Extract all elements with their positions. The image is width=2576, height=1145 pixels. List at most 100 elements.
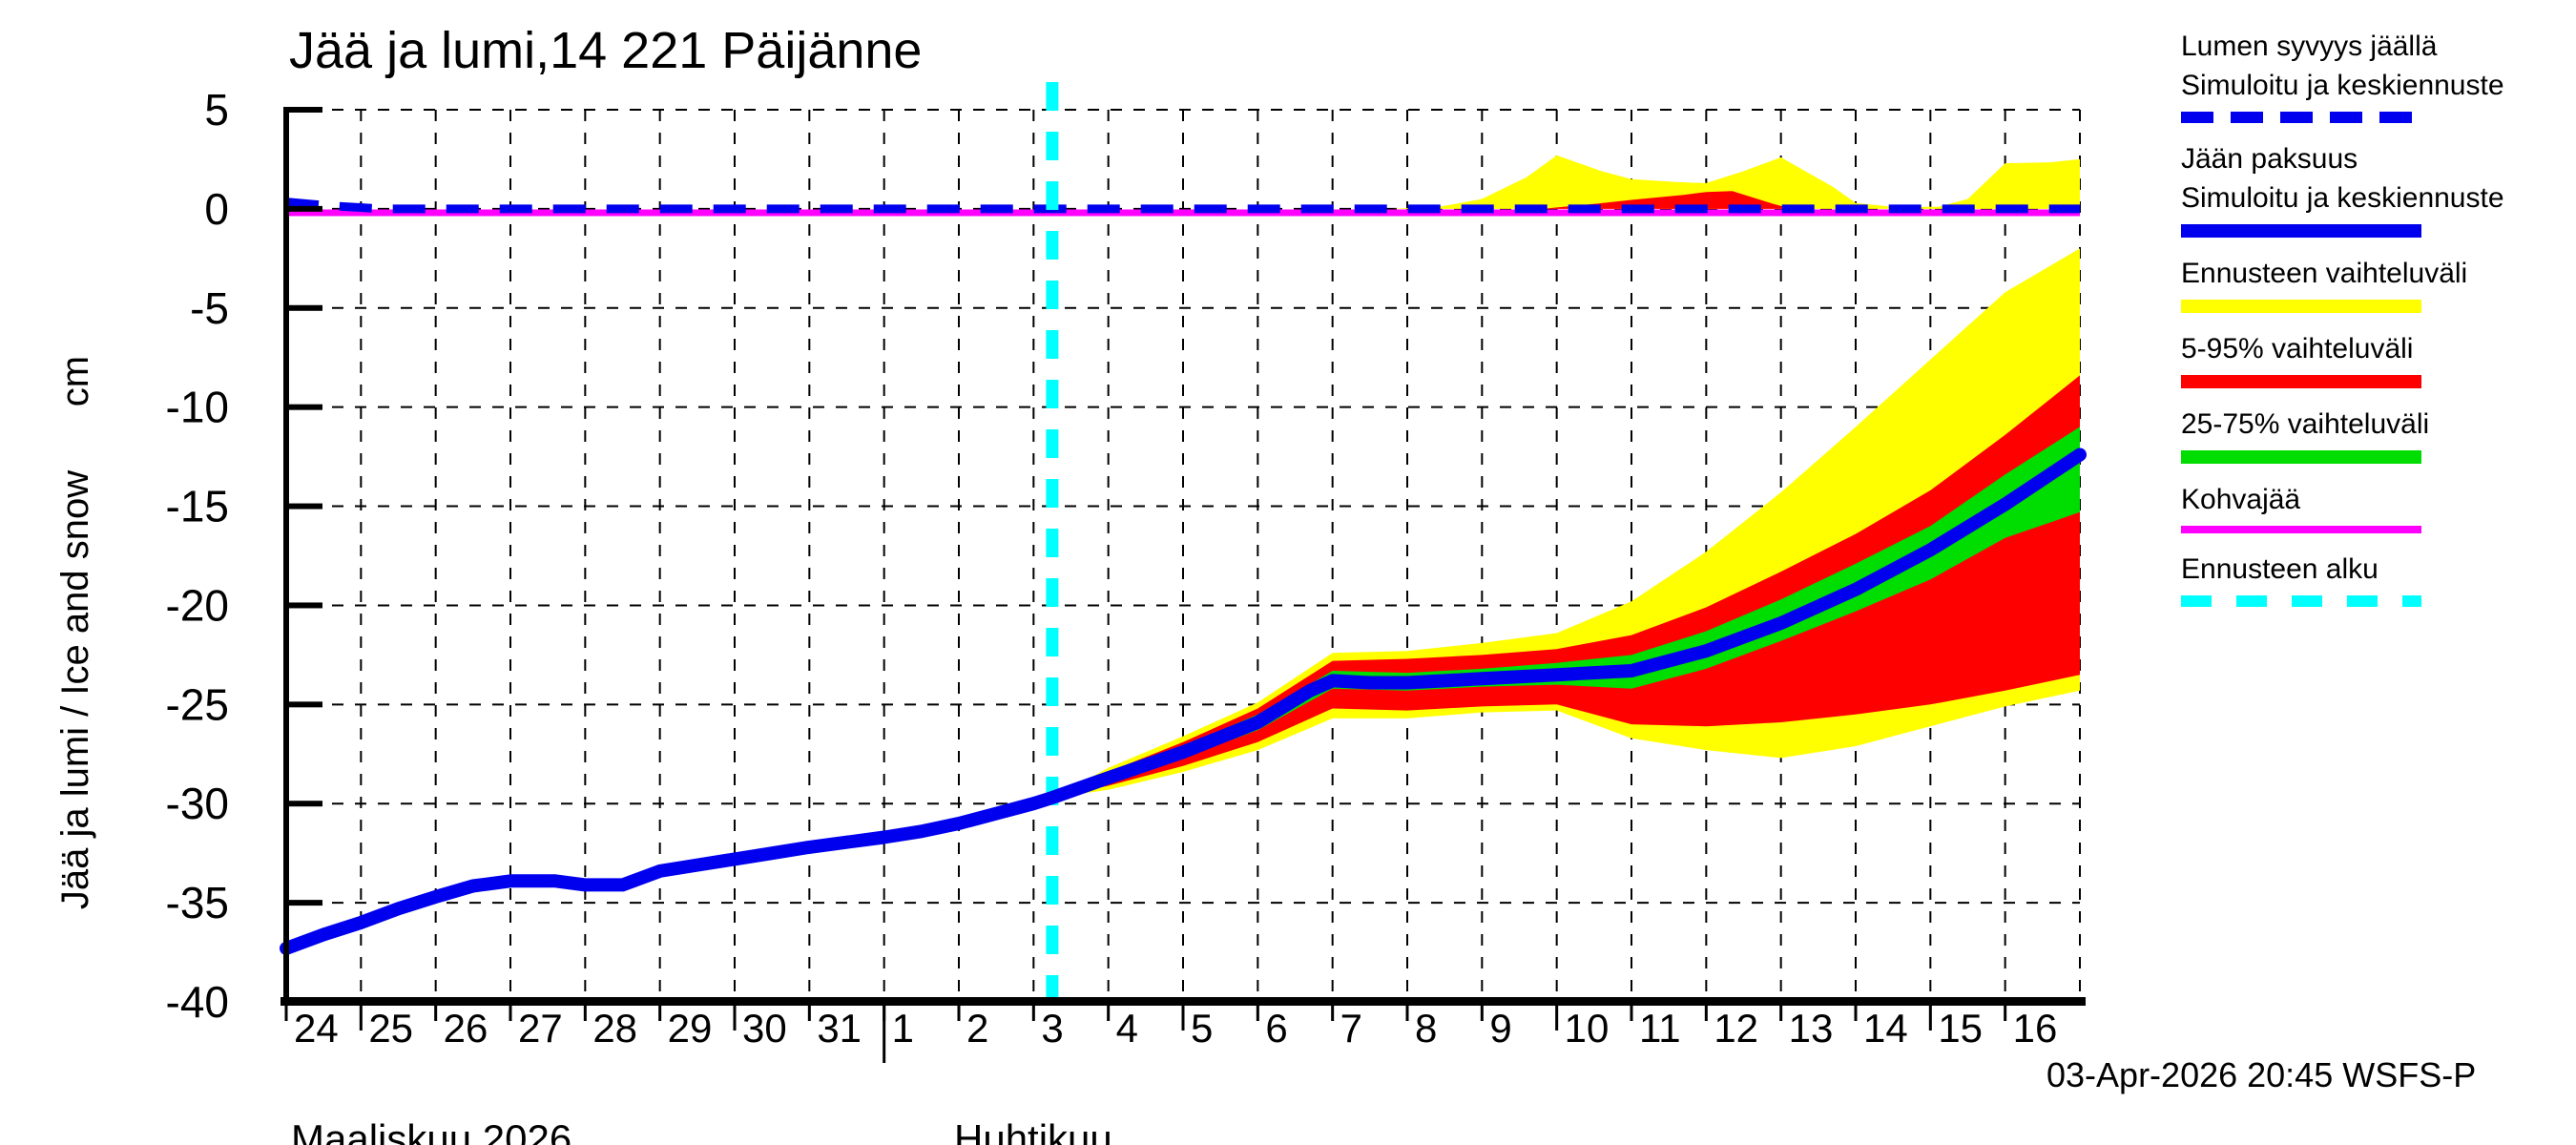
legend-item-label: Ennusteen vaihteluväli — [2181, 258, 2468, 289]
x-tick-label: 30 — [742, 1006, 787, 1051]
legend-item-label: 5-95% vaihteluväli — [2181, 333, 2414, 364]
y-axis-tick — [286, 503, 322, 510]
x-tick-label: 9 — [1489, 1006, 1511, 1051]
x-axis-tick — [1555, 1006, 1559, 1030]
x-axis-tick — [1779, 1006, 1783, 1021]
x-tick-label: 26 — [444, 1006, 488, 1051]
x-axis-tick — [1480, 1006, 1484, 1021]
legend-swatch-dashed-line — [2181, 595, 2421, 607]
legend-item-label: Ennusteen alku — [2181, 553, 2379, 585]
legend-item-1: Jään paksuus Simuloitu ja keskiennuste — [2181, 139, 2574, 238]
legend-item-6: Ennusteen alku — [2181, 550, 2574, 607]
legend-item-label: Simuloitu ja keskiennuste — [2181, 70, 2504, 101]
x-tick-label: 8 — [1415, 1006, 1437, 1051]
y-tick-label: 0 — [204, 184, 229, 234]
x-axis-tick — [1854, 1006, 1858, 1021]
x-axis-tick — [284, 1006, 288, 1021]
x-axis-tick — [1181, 1006, 1185, 1030]
x-axis-tick — [1928, 1006, 1932, 1030]
y-tick-label: -10 — [166, 383, 229, 432]
x-axis-tick — [1256, 1006, 1259, 1021]
snow-5-95-band — [1542, 191, 1793, 209]
y-axis-tick — [286, 304, 322, 311]
legend-item-0: Lumen syvyys jäällä Simuloitu ja keskienn… — [2181, 27, 2574, 123]
y-axis-tick — [286, 602, 322, 609]
x-tick-label: 6 — [1265, 1006, 1287, 1051]
x-tick-label: 24 — [294, 1006, 339, 1051]
legend-item-3: 5-95% vaihteluväli — [2181, 329, 2574, 388]
y-axis-tick — [286, 999, 322, 1005]
x-axis-tick — [733, 1006, 737, 1030]
legend-swatch-solid-line — [2181, 300, 2421, 313]
x-tick-label: 16 — [2013, 1006, 2058, 1051]
x-tick-label: 27 — [518, 1006, 563, 1051]
legend-swatch-solid-line — [2181, 224, 2421, 238]
x-tick-label: 25 — [368, 1006, 413, 1051]
y-tick-label: -30 — [166, 779, 229, 828]
y-tick-label: -20 — [166, 580, 229, 630]
y-axis-tick — [286, 205, 322, 212]
y-tick-label: -40 — [166, 977, 229, 1027]
y-tick-label: -5 — [190, 283, 229, 333]
x-axis-tick — [1405, 1006, 1409, 1021]
y-tick-label: -15 — [166, 482, 229, 531]
x-tick-label: 14 — [1863, 1006, 1908, 1051]
x-axis-tick — [1704, 1006, 1708, 1021]
snow-forecast-range-band — [1392, 155, 2080, 209]
x-axis-tick — [2004, 1006, 2007, 1021]
month-march-fi: Maaliskuu 2026 — [291, 1116, 572, 1145]
x-axis-tick — [957, 1006, 961, 1021]
x-axis-tick — [807, 1006, 811, 1021]
x-tick-label: 31 — [817, 1006, 862, 1051]
x-axis-tick — [509, 1006, 512, 1021]
month-april-fi: Huhtikuu — [954, 1116, 1112, 1145]
snow-depth-mean-line — [285, 198, 2080, 214]
x-tick-label: 29 — [668, 1006, 713, 1051]
x-axis-month-label-april: Huhtikuu April — [954, 1027, 1112, 1145]
x-tick-label: 11 — [1639, 1006, 1681, 1051]
legend-item-label: Simuloitu ja keskiennuste — [2181, 182, 2504, 214]
x-tick-label: 15 — [1938, 1006, 1983, 1051]
x-tick-label: 12 — [1714, 1006, 1758, 1051]
x-axis-tick — [1031, 1006, 1035, 1021]
y-tick-label: 5 — [204, 85, 229, 135]
y-axis-tick — [286, 801, 322, 807]
x-axis-tick — [1107, 1006, 1111, 1021]
legend-item-label: Lumen syvyys jäällä — [2181, 31, 2438, 62]
y-axis-label: Jää ja lumi / Ice and snow cm — [54, 355, 96, 910]
legend-item-5: Kohvajää — [2181, 480, 2574, 533]
x-axis-tick — [658, 1006, 662, 1021]
legend-swatch-solid-line — [2181, 526, 2421, 533]
x-axis-tick — [1331, 1006, 1335, 1021]
x-axis-tick — [434, 1006, 438, 1021]
y-axis-tick — [286, 900, 322, 906]
x-tick-label: 10 — [1565, 1006, 1610, 1051]
legend-swatch-dashed-line — [2181, 112, 2421, 123]
x-tick-label: 28 — [592, 1006, 637, 1051]
x-tick-label: 4 — [1116, 1006, 1138, 1051]
y-axis-tick — [286, 107, 322, 113]
x-tick-label: 13 — [1789, 1006, 1834, 1051]
chart-title: Jää ja lumi,14 221 Päijänne — [289, 22, 923, 79]
x-tick-label: 1 — [892, 1006, 914, 1051]
y-tick-label: -35 — [166, 878, 229, 927]
y-axis-line — [283, 107, 289, 1005]
month-separator-tick — [883, 1006, 886, 1063]
x-axis-tick — [583, 1006, 587, 1021]
x-axis-line — [280, 997, 2086, 1006]
x-tick-label: 2 — [966, 1006, 988, 1051]
x-axis-tick — [359, 1006, 363, 1030]
x-tick-label: 3 — [1041, 1006, 1063, 1051]
legend-item-2: Ennusteen vaihteluväli — [2181, 254, 2574, 313]
legend-item-label: 25-75% vaihteluväli — [2181, 408, 2430, 440]
ice-thickness-mean-line — [280, 448, 2087, 955]
legend-item-label: Jään paksuus — [2181, 143, 2358, 175]
y-tick-label: -25 — [166, 679, 229, 729]
x-axis-tick — [1630, 1006, 1633, 1021]
x-tick-label: 7 — [1340, 1006, 1362, 1051]
legend-swatch-solid-line — [2181, 375, 2421, 388]
legend: Lumen syvyys jäällä Simuloitu ja keskienn… — [2181, 27, 2574, 623]
y-axis-tick — [286, 404, 322, 410]
